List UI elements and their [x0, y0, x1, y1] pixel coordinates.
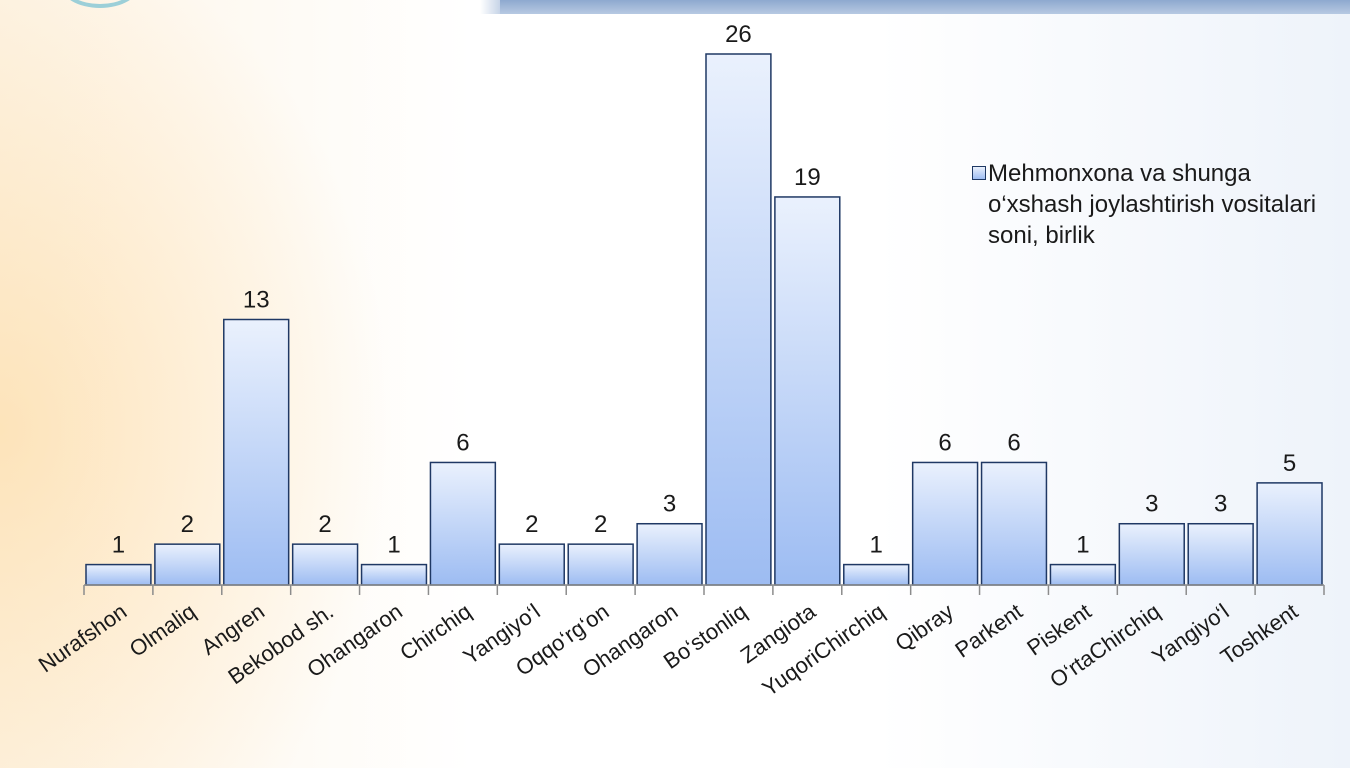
x-axis-ticks — [83, 585, 1325, 595]
bar-11 — [843, 563, 910, 586]
bar-1 — [154, 543, 221, 586]
value-label: 2 — [318, 511, 331, 538]
bar-0 — [85, 563, 152, 586]
value-label: 2 — [181, 511, 194, 538]
bar-15 — [1118, 522, 1185, 586]
value-label: 13 — [243, 287, 270, 314]
bar-8 — [636, 522, 703, 586]
bar-7 — [567, 543, 634, 586]
value-label: 19 — [794, 164, 821, 191]
value-label: 2 — [525, 511, 538, 538]
bar-12 — [911, 461, 979, 586]
value-label: 2 — [594, 511, 607, 538]
bar-3 — [291, 543, 359, 586]
bar-4 — [360, 563, 428, 586]
value-label: 3 — [1145, 491, 1158, 518]
bar-9 — [705, 53, 772, 586]
bar-13 — [980, 461, 1048, 586]
bar-6 — [498, 543, 565, 586]
value-label: 1 — [1076, 532, 1089, 559]
value-label: 3 — [1214, 491, 1227, 518]
value-label: 1 — [870, 532, 883, 559]
bar-10 — [774, 196, 841, 586]
category-label: Qibray — [891, 599, 958, 657]
value-label: 3 — [663, 491, 676, 518]
bar-16 — [1187, 522, 1254, 586]
value-label: 6 — [456, 429, 469, 456]
category-label: YuqoriChirchiq — [758, 599, 890, 702]
value-label: 1 — [112, 532, 125, 559]
value-label: 5 — [1283, 450, 1296, 477]
legend: Mehmonxona va shunga o‘xshash joylashtir… — [972, 158, 1342, 251]
category-label: Olmaliq — [125, 599, 200, 662]
value-label: 1 — [387, 532, 400, 559]
category-label: Nurafshon — [34, 599, 131, 678]
legend-label: Mehmonxona va shunga o‘xshash joylashtir… — [988, 160, 1317, 249]
category-label: Parkent — [950, 599, 1026, 663]
category-label: Toshkent — [1216, 599, 1302, 670]
bar-5 — [429, 461, 497, 586]
header-band — [500, 0, 1350, 14]
bar-2 — [223, 318, 290, 586]
category-label: Yangiyo‘l — [1147, 599, 1233, 670]
bars-group — [85, 53, 1323, 586]
value-label: 6 — [1007, 429, 1020, 456]
bar-17 — [1256, 482, 1323, 586]
value-label: 6 — [938, 429, 951, 456]
value-label: 26 — [725, 21, 752, 48]
legend-swatch — [972, 166, 986, 180]
bar-14 — [1049, 563, 1117, 586]
